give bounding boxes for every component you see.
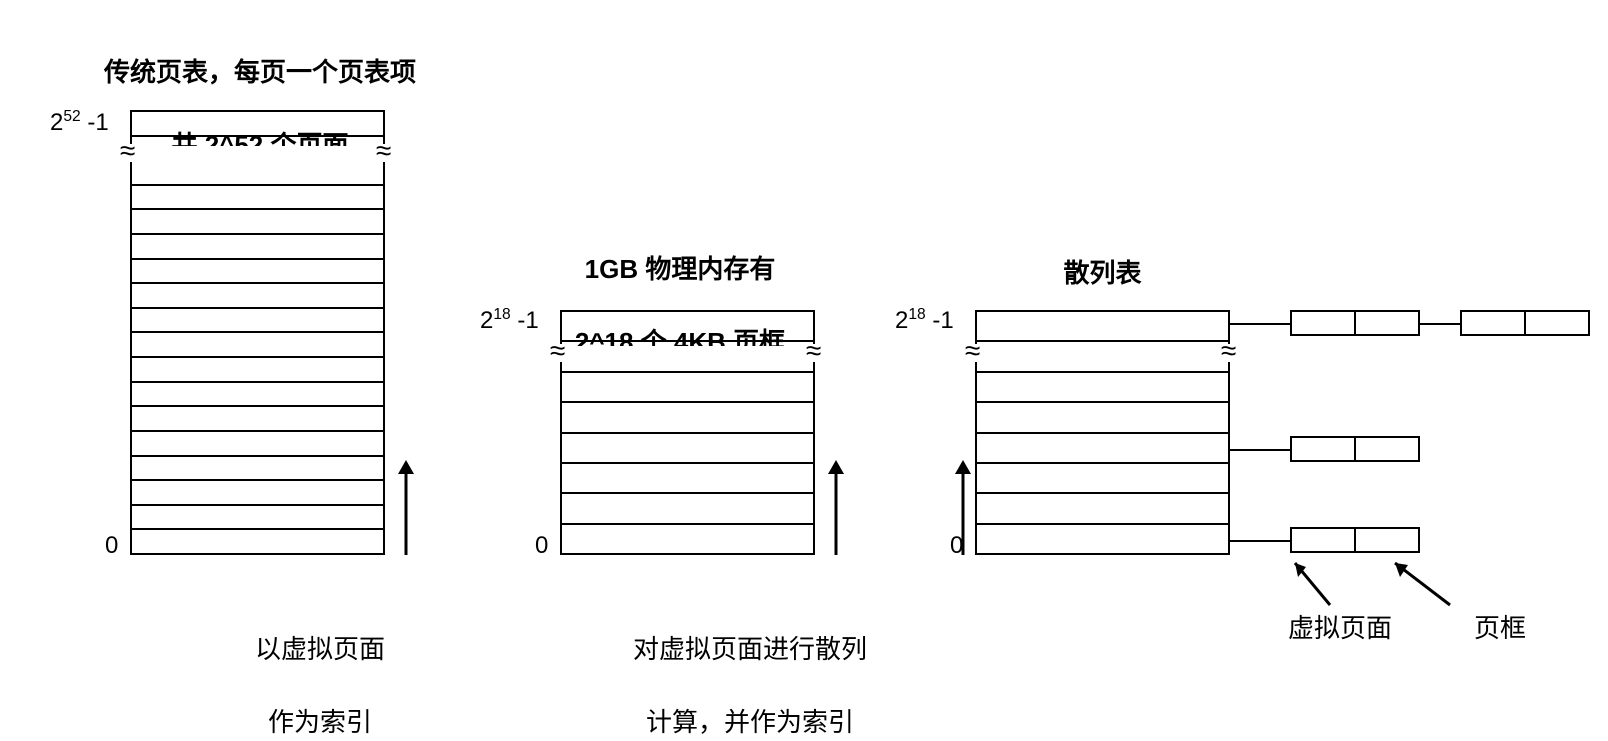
panel-a-caption-l1: 以虚拟页面	[255, 634, 385, 664]
panel-a-tilde-left: ≈	[118, 144, 137, 158]
panel-b-caption: 对虚拟页面进行散列 计算，并作为索引	[600, 595, 900, 741]
chain2-node1	[1290, 527, 1420, 553]
node-label-arrow-right	[1380, 555, 1460, 615]
node-label-left: 虚拟页面	[1260, 610, 1420, 646]
chain1-node1	[1290, 436, 1420, 462]
panel-a-arrow-up	[398, 460, 414, 555]
panel-a-break	[126, 146, 389, 162]
panel-a-tilde-right: ≈	[374, 144, 393, 158]
chain0-node1	[1290, 310, 1420, 336]
panel-c-top-label: 218 -1	[895, 306, 954, 335]
panel-c-tilde-right: ≈	[1219, 344, 1238, 358]
node-label-right: 页框	[1440, 610, 1560, 646]
panel-c-arrow-up	[955, 460, 971, 555]
panel-b-title-l1: 1GB 物理内存有	[585, 254, 776, 284]
panel-a-table	[130, 110, 385, 555]
chain1-link1	[1230, 449, 1290, 451]
panel-b-tilde-left: ≈	[548, 344, 567, 358]
panel-b-tilde-right: ≈	[804, 344, 823, 358]
panel-b-caption-l1: 对虚拟页面进行散列	[633, 634, 867, 664]
panel-b-caption-l2: 计算，并作为索引	[646, 707, 854, 737]
chain0-link2	[1420, 323, 1460, 325]
panel-a-caption: 以虚拟页面 作为索引	[220, 595, 420, 741]
panel-a-bottom-label: 0	[105, 532, 118, 560]
panel-c-break	[971, 346, 1234, 362]
panel-a-title-l1: 传统页表，每页一个页表项	[104, 57, 416, 87]
panel-b-arrow-up	[828, 460, 844, 555]
panel-b-break	[556, 346, 819, 362]
chain0-link1	[1230, 323, 1290, 325]
chain2-link1	[1230, 540, 1290, 542]
node-label-arrow-left	[1280, 555, 1340, 615]
panel-c-tilde-left: ≈	[963, 344, 982, 358]
panel-a-caption-l2: 作为索引	[268, 707, 372, 737]
chain0-node2	[1460, 310, 1590, 336]
panel-a-top-label: 252 -1	[50, 108, 109, 137]
panel-b-bottom-label: 0	[535, 532, 548, 560]
panel-c-title: 散列表	[975, 255, 1230, 291]
panel-b-top-label: 218 -1	[480, 306, 539, 335]
